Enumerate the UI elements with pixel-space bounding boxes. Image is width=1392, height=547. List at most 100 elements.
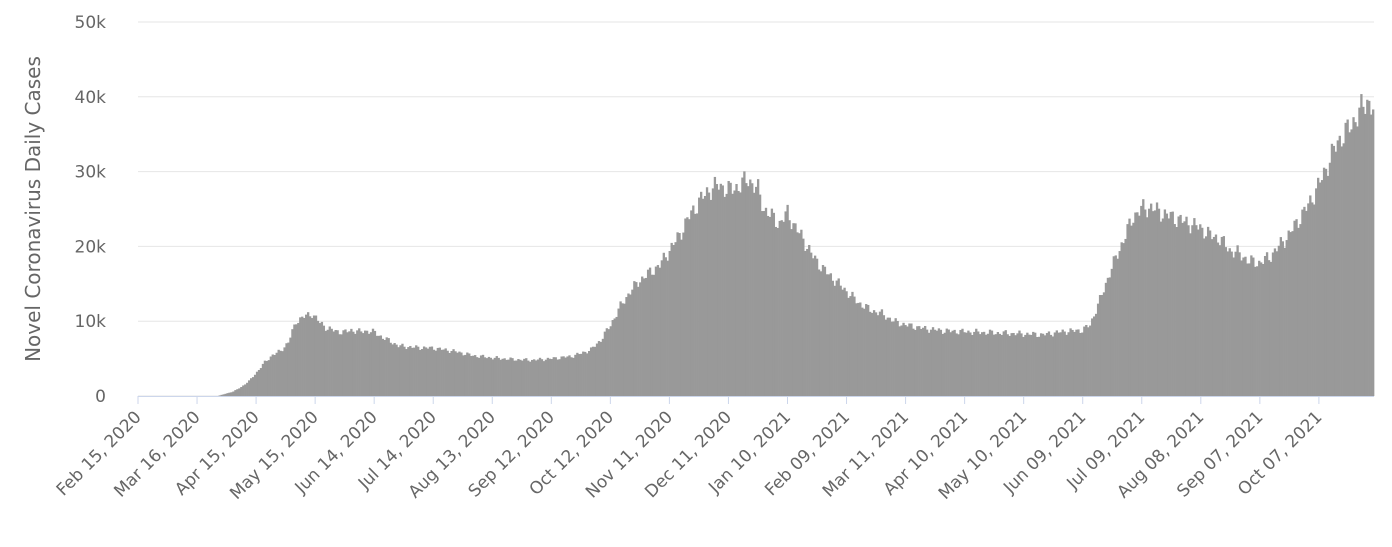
bar	[305, 314, 308, 396]
bar	[1108, 277, 1112, 396]
bar	[701, 198, 705, 396]
bar	[827, 274, 831, 396]
bar	[1232, 257, 1235, 396]
bar	[1120, 242, 1123, 396]
bar	[868, 311, 872, 396]
bar	[532, 359, 536, 396]
bar	[218, 395, 221, 396]
bar	[481, 354, 485, 396]
bar	[1309, 195, 1312, 396]
bar	[815, 258, 819, 396]
bar	[986, 333, 990, 396]
bar	[973, 331, 976, 396]
bar	[637, 286, 640, 396]
bar	[240, 387, 243, 396]
bar	[1317, 177, 1320, 396]
bar	[271, 354, 274, 396]
bar	[1016, 333, 1019, 396]
bar	[1205, 236, 1208, 396]
bar	[810, 252, 813, 396]
bar	[908, 323, 911, 396]
bar	[1140, 205, 1143, 396]
bar	[434, 350, 438, 396]
bar	[1144, 209, 1147, 396]
bar	[572, 357, 575, 396]
bar	[808, 244, 811, 396]
bar	[658, 267, 662, 396]
bar	[912, 328, 915, 396]
bar	[717, 189, 720, 396]
bar	[782, 221, 785, 396]
bar	[1045, 333, 1049, 396]
bar	[627, 293, 630, 396]
bar	[348, 331, 351, 396]
bar	[743, 171, 746, 396]
bar	[957, 334, 960, 396]
bar	[531, 359, 534, 396]
bar	[690, 210, 693, 396]
bar	[623, 303, 626, 396]
bar	[821, 265, 825, 396]
bar	[725, 193, 728, 396]
bar	[959, 329, 962, 396]
bar	[322, 325, 326, 396]
bar	[1230, 251, 1233, 396]
bar	[760, 211, 764, 396]
bar	[534, 360, 538, 396]
bar	[784, 211, 787, 396]
bar	[409, 345, 412, 396]
bar	[758, 194, 762, 396]
bar	[863, 308, 866, 396]
bar	[892, 321, 895, 396]
bar	[688, 219, 691, 396]
bar	[1102, 292, 1106, 396]
bar	[444, 348, 447, 396]
bar	[607, 329, 610, 396]
bar	[1366, 99, 1369, 396]
bar	[1218, 245, 1222, 396]
bar	[279, 350, 282, 396]
bar	[523, 358, 526, 396]
bar	[741, 177, 744, 396]
bar	[487, 356, 491, 396]
bar	[1185, 216, 1188, 396]
bar	[578, 354, 581, 396]
bar	[226, 393, 229, 396]
bar	[344, 329, 347, 396]
bar	[686, 217, 689, 396]
bar	[666, 260, 669, 396]
bar	[1132, 222, 1135, 396]
bar	[497, 357, 500, 396]
bar	[236, 389, 239, 396]
bar	[762, 211, 766, 396]
bar	[458, 351, 461, 396]
bar	[672, 245, 675, 396]
bar	[668, 251, 671, 396]
bar	[969, 332, 972, 396]
bar	[1269, 261, 1273, 396]
bar	[1167, 218, 1170, 396]
bar	[996, 332, 1000, 396]
bar	[310, 318, 314, 396]
bar	[1063, 331, 1066, 396]
bar	[676, 232, 679, 396]
bar	[876, 315, 880, 396]
bar	[662, 252, 665, 396]
bar	[737, 190, 740, 396]
bar	[556, 359, 559, 396]
bar	[941, 333, 945, 396]
bar	[438, 347, 441, 396]
bar	[1260, 262, 1263, 396]
bar	[365, 330, 369, 396]
bar	[417, 346, 420, 396]
bar	[975, 328, 978, 396]
bar	[428, 346, 432, 396]
bar	[1189, 233, 1192, 396]
bar	[1318, 182, 1322, 396]
bar	[1077, 329, 1080, 396]
bar	[426, 348, 430, 396]
bar	[951, 330, 954, 396]
bar	[389, 342, 392, 396]
bar	[485, 358, 489, 396]
